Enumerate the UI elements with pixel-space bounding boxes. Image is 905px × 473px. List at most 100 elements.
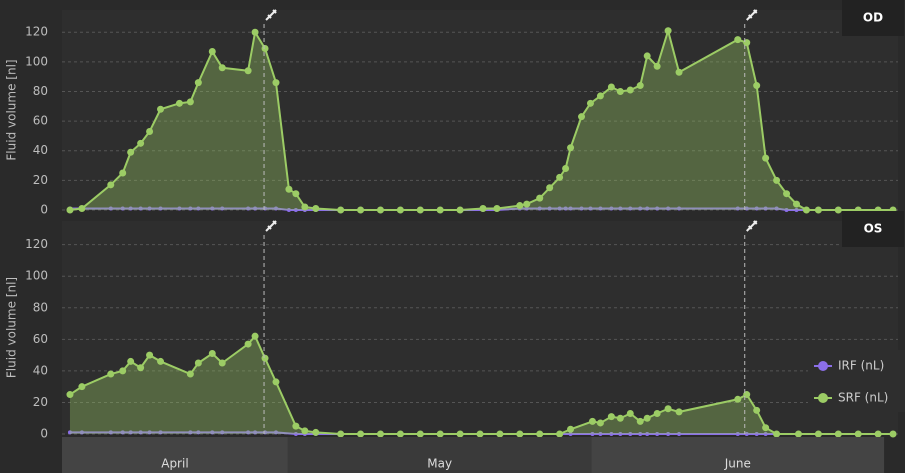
data-point [337, 430, 345, 438]
data-point [119, 367, 127, 375]
month-label: April [161, 457, 188, 471]
panel-label: OD [863, 11, 883, 25]
data-point [643, 414, 651, 422]
syringe-icon [265, 9, 277, 21]
data-point [616, 87, 624, 95]
data-point [556, 173, 564, 181]
data-point [66, 206, 74, 214]
data-point [251, 28, 259, 36]
data-point [272, 378, 280, 386]
data-point [147, 206, 152, 211]
data-point [108, 206, 113, 211]
data-point [220, 206, 225, 211]
data-point [137, 139, 145, 147]
y-axis-label: Fluid volume [nl] [5, 59, 19, 160]
data-point [645, 206, 650, 211]
data-point [208, 47, 216, 55]
data-point [653, 62, 661, 70]
data-point [590, 432, 595, 436]
data-point [536, 430, 544, 438]
data-point [337, 206, 345, 214]
data-point [677, 206, 682, 211]
data-point [784, 208, 789, 212]
y-axis-label: Fluid volume [nl] [5, 277, 19, 378]
data-point [675, 408, 683, 416]
data-point [754, 432, 759, 436]
y-tick-label: 40 [33, 143, 48, 157]
data-point [312, 205, 320, 213]
data-point [186, 98, 194, 106]
y-tick-label: 0 [40, 427, 48, 441]
data-point [292, 422, 300, 430]
data-point [396, 430, 404, 438]
panel-label-box [842, 211, 904, 247]
data-point [664, 27, 672, 35]
data-point [874, 430, 882, 438]
data-point [586, 99, 594, 107]
data-point [357, 430, 365, 438]
data-point [188, 430, 193, 435]
data-point [753, 82, 761, 90]
data-point [626, 409, 634, 417]
data-point [78, 205, 86, 213]
data-point [128, 206, 133, 211]
panel-label-box [842, 0, 904, 36]
y-tick-label: 20 [33, 173, 48, 187]
data-point [638, 206, 643, 211]
data-point [655, 432, 660, 436]
data-point [67, 430, 72, 435]
data-point [834, 430, 842, 438]
data-point [220, 430, 225, 435]
data-point [127, 357, 135, 365]
data-point [301, 203, 309, 211]
data-point [546, 184, 554, 192]
data-point [763, 432, 768, 436]
legend-label: SRF (nL) [838, 391, 888, 405]
data-point [794, 430, 802, 438]
data-point [645, 432, 650, 436]
data-point [158, 206, 163, 211]
data-point [120, 430, 125, 435]
data-point [138, 206, 143, 211]
data-point [293, 432, 298, 436]
data-point [628, 206, 633, 211]
data-point [523, 200, 531, 208]
data-point [774, 206, 779, 211]
data-point [655, 206, 660, 211]
data-point [147, 430, 152, 435]
data-point [175, 99, 183, 107]
data-point [607, 413, 615, 421]
data-point [119, 169, 127, 177]
data-point [636, 82, 644, 90]
data-point [609, 206, 614, 211]
data-point [292, 190, 300, 198]
data-point [188, 206, 193, 211]
data-point [157, 105, 165, 113]
data-point [626, 86, 634, 94]
area [69, 336, 894, 434]
y-tick-label: 20 [33, 395, 48, 409]
data-point [783, 190, 791, 198]
data-point [754, 206, 759, 211]
data-point [557, 206, 562, 211]
data-point [196, 430, 201, 435]
data-point [476, 430, 484, 438]
data-point [616, 414, 624, 422]
data-point [273, 206, 278, 211]
data-point [261, 354, 269, 362]
data-point [108, 430, 113, 435]
data-point [567, 425, 575, 433]
data-point [578, 113, 586, 121]
data-point [312, 428, 320, 436]
plot-area [62, 221, 898, 434]
data-point [78, 383, 86, 391]
data-point [792, 200, 800, 208]
data-point [664, 405, 672, 413]
data-point [293, 208, 298, 212]
data-point [794, 208, 799, 212]
data-point [456, 206, 464, 214]
data-point [416, 206, 424, 214]
month-label: June [724, 457, 751, 471]
data-point [210, 430, 215, 435]
